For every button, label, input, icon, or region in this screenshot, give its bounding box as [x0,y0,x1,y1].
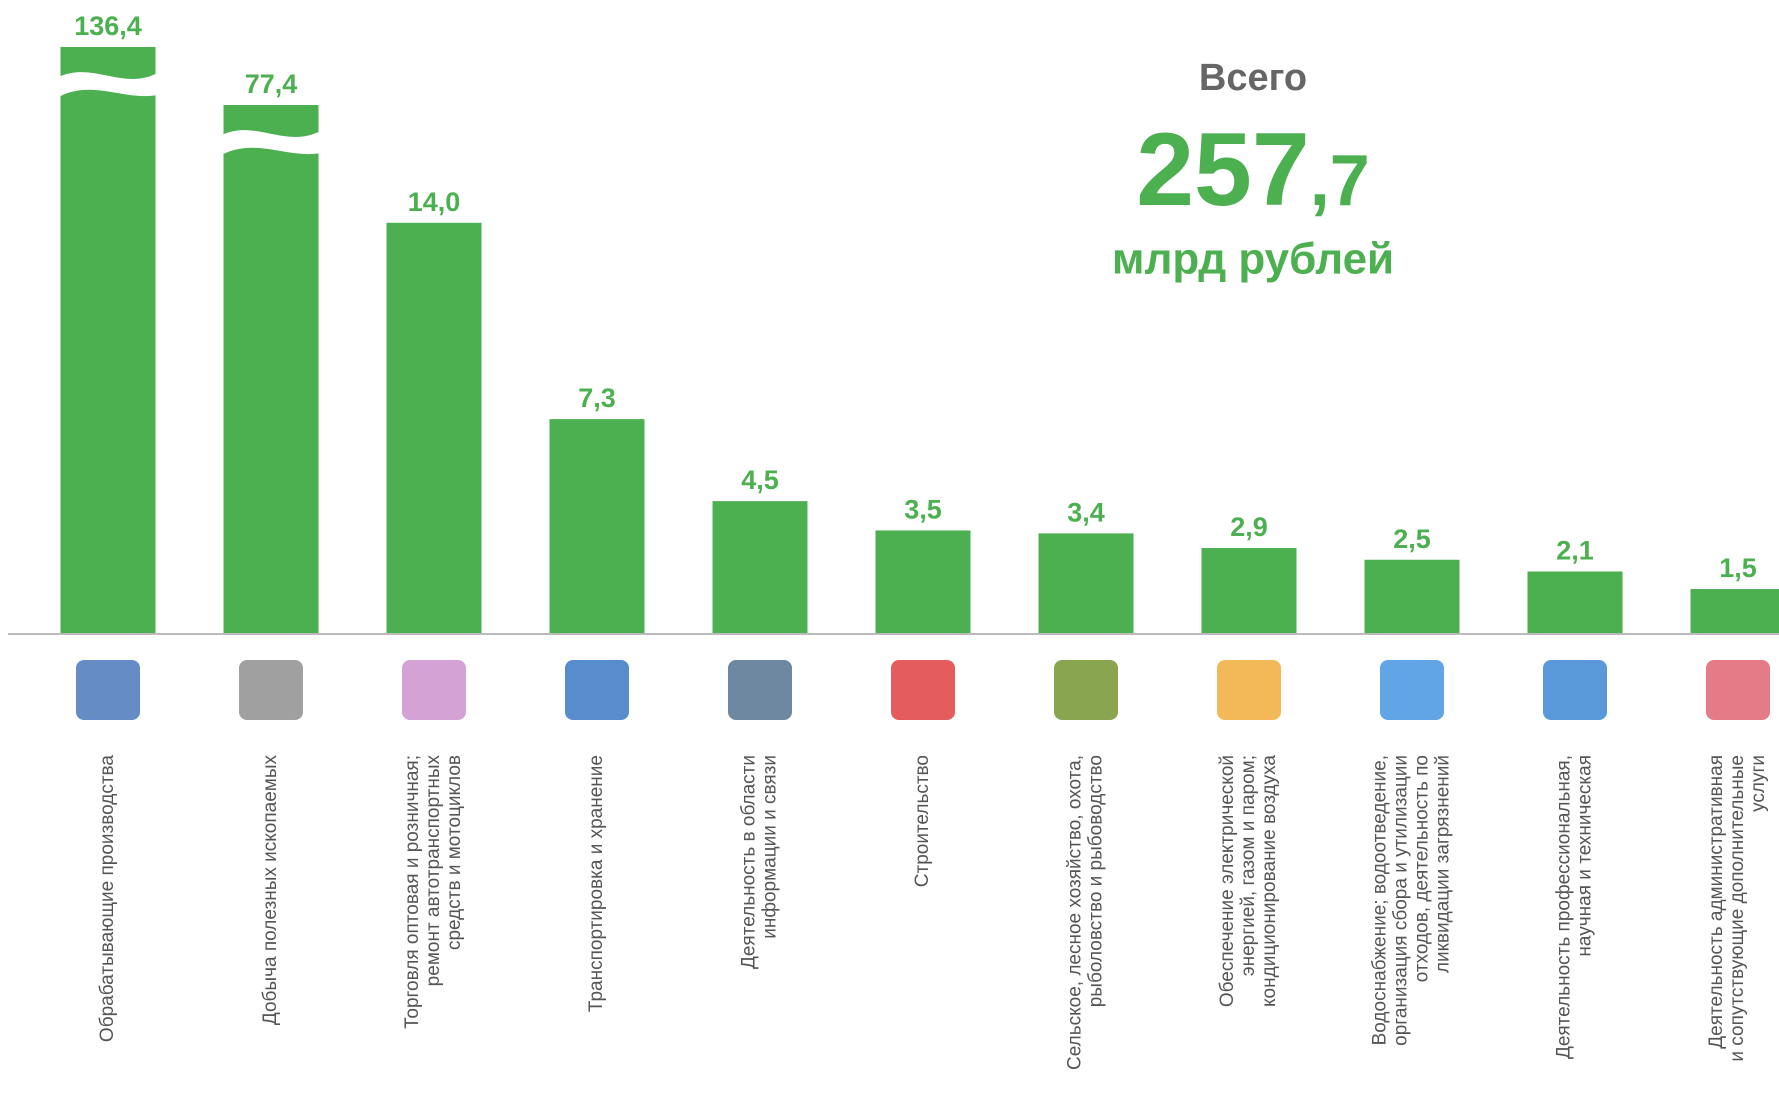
total-title: Всего [1199,57,1307,99]
category-label: Добыча полезных ископаемых [260,755,281,1026]
category-group: Добыча полезных ископаемых [260,755,281,1026]
category-icon [565,660,629,720]
value-label: 3,5 [904,494,942,524]
chart: Всего 257,7 млрд рублей 136,4 Обрабатываю… [0,0,1779,1108]
bar [61,47,156,633]
bar [550,419,645,633]
category-label: Деятельность профессиональная,научная и … [1554,755,1596,1059]
category-group: Транспортировка и хранение [586,755,607,1012]
value-label: 77,4 [245,69,298,99]
category-label: Торговля оптовая и розничная;ремонт авто… [402,755,465,1029]
bar [1202,548,1297,633]
category-icon [728,660,792,720]
category-icon [76,660,140,720]
bar [1039,533,1134,633]
category-icon [1706,660,1770,720]
category-icon [1543,660,1607,720]
category-label: Обеспечение электрическойэнергией, газом… [1217,755,1280,1008]
category-icon [1380,660,1444,720]
category-label: Транспортировка и хранение [586,755,607,1012]
category-icon [891,660,955,720]
bar [876,530,971,633]
bar [1365,560,1460,633]
category-label: Обрабатывающие производства [97,755,118,1042]
category-icon [402,660,466,720]
category-icon [1054,660,1118,720]
category-group: Деятельность в областиинформации и связи [739,755,781,969]
bar [224,105,319,633]
value-label: 7,3 [578,383,616,413]
value-label: 4,5 [741,465,779,495]
bar [387,223,482,633]
category-group: Деятельность административнаяи сопутству… [1706,755,1769,1062]
value-label: 1,5 [1719,553,1757,583]
bar [1528,571,1623,633]
category-group: Сельское, лесное хозяйство, охота,рыболо… [1065,755,1107,1070]
category-group: Строительство [912,755,933,887]
category-icon [239,660,303,720]
category-group: Обеспечение электрическойэнергией, газом… [1217,755,1280,1008]
total-unit: млрд рублей [1112,235,1394,284]
value-label: 3,4 [1067,497,1105,527]
value-label: 136,4 [74,11,142,41]
value-label: 2,1 [1556,535,1594,565]
page: {"chart_data": {"type": "bar", "categori… [0,0,1779,1108]
value-label: 14,0 [408,187,461,217]
category-group: Деятельность профессиональная,научная и … [1554,755,1596,1059]
category-group: Торговля оптовая и розничная;ремонт авто… [402,755,465,1029]
category-group: Обрабатывающие производства [97,755,118,1042]
category-icon [1217,660,1281,720]
category-label: Водоснабжение; водоотведение,организация… [1370,755,1454,1046]
category-label: Сельское, лесное хозяйство, охота,рыболо… [1065,755,1107,1070]
category-label: Деятельность административнаяи сопутству… [1706,755,1769,1062]
total-value: 257,7 [1136,112,1370,228]
bar [1691,589,1779,633]
category-label: Деятельность в областиинформации и связи [739,755,781,969]
category-label: Строительство [912,755,933,887]
value-label: 2,5 [1393,524,1431,554]
bar [713,501,808,633]
category-group: Водоснабжение; водоотведение,организация… [1370,755,1454,1046]
value-label: 2,9 [1230,512,1268,542]
